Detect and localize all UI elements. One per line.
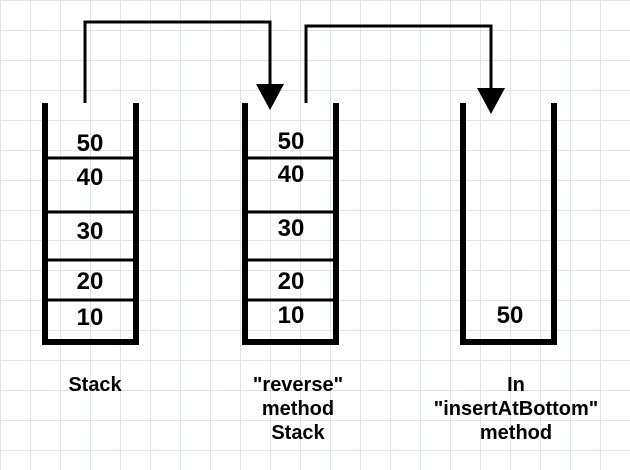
arrow-stack2-to-stack3 (304, 24, 505, 114)
stack-1-walls (42, 103, 139, 345)
stack-2-value: 30 (277, 215, 305, 242)
stack-1-value: 10 (76, 304, 104, 331)
stack-3-value: 50 (496, 302, 524, 329)
caption-line: "reverse" (252, 374, 344, 396)
stack-2-caption: "reverse" method Stack (178, 373, 418, 445)
stack-1-value: 30 (76, 218, 104, 245)
stack-1-value: 40 (76, 164, 104, 191)
caption-line: method (261, 398, 335, 420)
stack-2-value: 50 (277, 128, 305, 155)
stack-1-container (42, 103, 139, 345)
caption-line: Stack (68, 374, 122, 396)
stack-1-value: 20 (76, 268, 104, 295)
stack-2-value: 40 (277, 161, 305, 188)
stack-2-walls (242, 103, 339, 345)
stack-2-value: 20 (277, 268, 305, 295)
stack-1-caption: Stack (0, 373, 215, 397)
stack-2-container (242, 103, 339, 345)
stack-3-caption: In "insertAtBottom" method (396, 373, 630, 445)
caption-line: Stack (271, 422, 325, 444)
stack-2-value: 10 (277, 302, 305, 329)
caption-line: "insertAtBottom" (433, 398, 599, 420)
stack-1-value: 50 (76, 130, 104, 157)
arrow-stack1-to-stack2 (83, 20, 284, 110)
stack-3-walls (460, 103, 557, 345)
stack-3-container (460, 103, 557, 345)
caption-line: method (479, 422, 553, 444)
caption-line: In (507, 374, 525, 396)
